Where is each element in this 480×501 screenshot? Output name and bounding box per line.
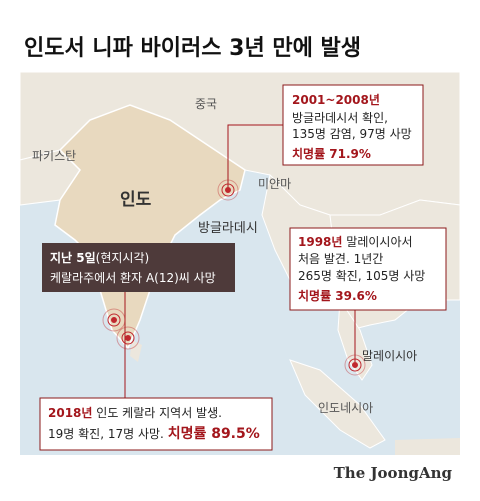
callout-year: 2018년 xyxy=(48,406,92,420)
callout-year: 1998년 xyxy=(298,235,342,249)
credit: The JoongAng xyxy=(334,464,453,482)
callout-text: 케랄라주에서 환자 A(12)씨 사망 xyxy=(50,271,216,285)
marker-kerala xyxy=(102,308,140,350)
callout-text: 2018년 인도 케랄라 지역서 발생. xyxy=(48,406,222,420)
label-myanmar: 미얀마 xyxy=(258,177,291,191)
callout-fatality: 치명률 39.6% xyxy=(298,288,377,303)
callout-date-note: (현지시각) xyxy=(96,251,150,265)
callout-text: 19명 확진, 17명 사망. 치명률 89.5% xyxy=(48,425,260,442)
label-pakistan: 파키스탄 xyxy=(32,149,76,163)
callout-text: 인도 케랄라 지역서 발생. xyxy=(96,406,222,420)
land-java xyxy=(395,438,460,455)
callout-text: 말레이시아서 xyxy=(346,235,412,249)
callout-text: 처음 발견. 1년간 xyxy=(298,252,383,266)
label-indonesia: 인도네시아 xyxy=(318,401,373,415)
callout-box-dark xyxy=(42,243,235,292)
callout-text: 265명 확진, 105명 사망 xyxy=(298,269,425,283)
callout-text: 19명 확진, 17명 사망. xyxy=(48,427,164,441)
land-srilanka xyxy=(130,340,142,362)
land-sumatra xyxy=(289,359,386,449)
leader-line xyxy=(227,124,283,188)
callout-text: 135명 감염, 97명 사망 xyxy=(292,127,412,141)
marker-bangladesh xyxy=(217,179,239,201)
callout-text: 지난 5일(현지시각) xyxy=(50,250,149,265)
callout-date: 지난 5일 xyxy=(50,250,96,265)
callout-fatality: 치명률 71.9% xyxy=(292,146,371,161)
callout-box xyxy=(289,227,447,311)
label-india: 인도 xyxy=(120,190,152,210)
callout-fatality: 치명률 89.5% xyxy=(168,425,260,442)
callout-box xyxy=(282,84,424,166)
callout-year: 2001~2008년 xyxy=(292,93,380,107)
callout-box xyxy=(39,397,273,451)
callout-text: 방글라데시서 확인, xyxy=(292,111,388,125)
marker-malaysia xyxy=(344,354,366,376)
callout-text: 1998년 말레이시아서 xyxy=(298,235,413,249)
label-malaysia: 말레이시아 xyxy=(362,349,417,363)
label-china: 중국 xyxy=(195,97,217,111)
label-bangladesh: 방글라데시 xyxy=(198,221,258,236)
title: 인도서 니파 바이러스 3년 만에 발생 xyxy=(24,36,361,61)
